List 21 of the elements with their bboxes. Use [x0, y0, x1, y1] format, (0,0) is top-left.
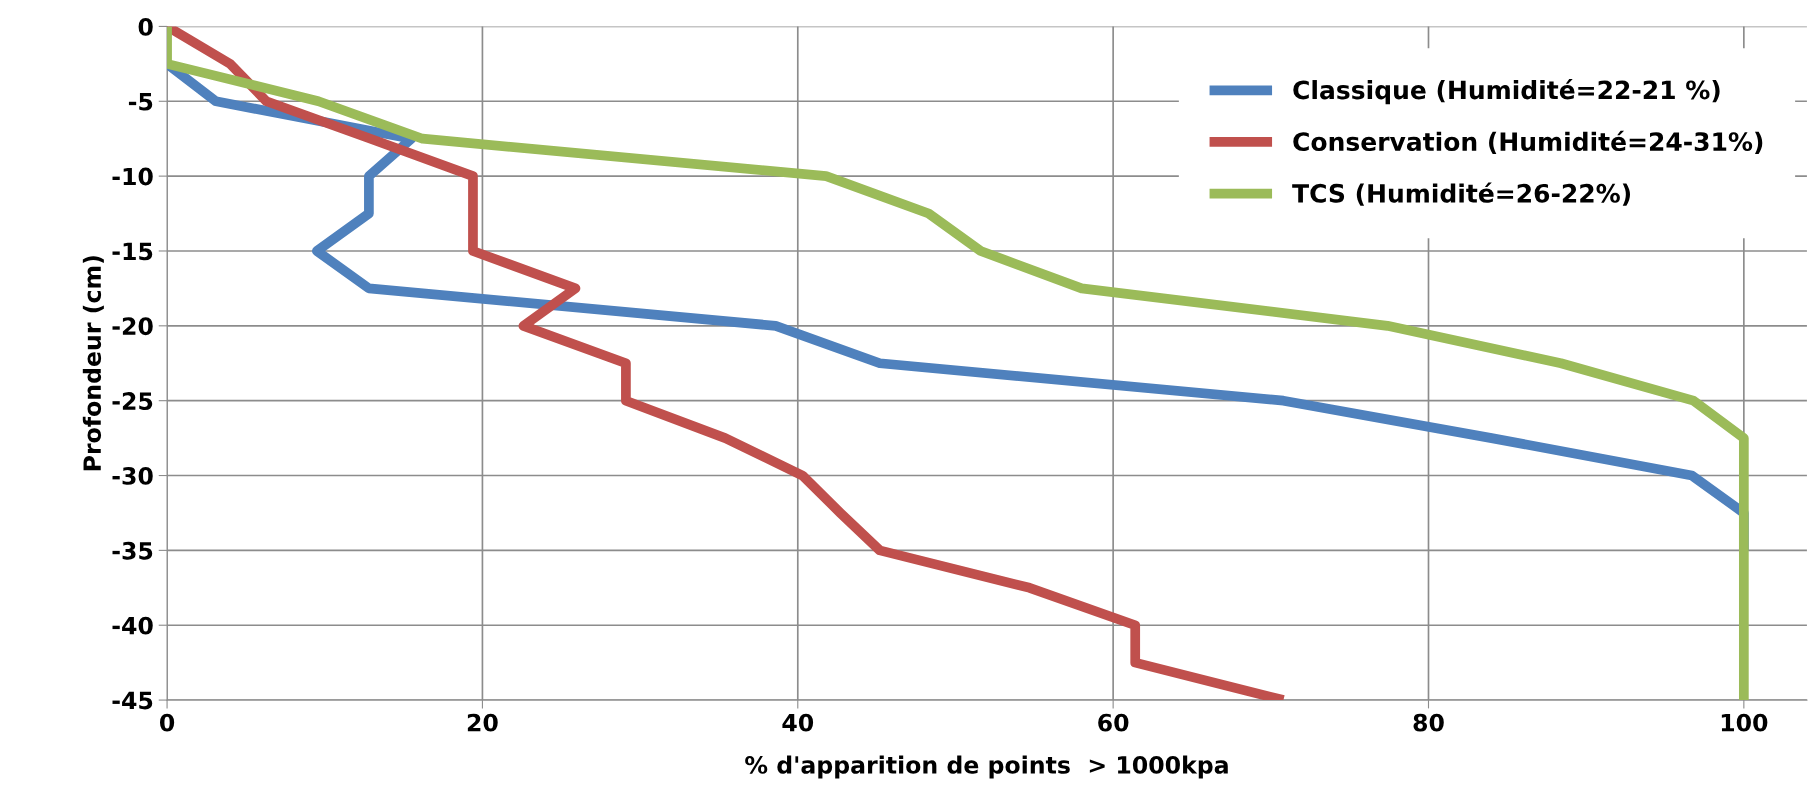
y-tick-label: -10	[112, 167, 153, 186]
x-tick-label: 60	[1098, 713, 1129, 732]
x-tick-label: 80	[1413, 713, 1444, 732]
y-tick-label: -40	[112, 616, 153, 635]
x-tick-label: 100	[1721, 713, 1768, 732]
legend-label: Classique (Humidité=22-21 %)	[1293, 79, 1720, 105]
x-tick-label: 0	[159, 713, 175, 732]
y-tick-label: -20	[112, 317, 153, 336]
y-tick-label: -25	[112, 392, 153, 410]
x-axis-title: % d'apparition de points > 1000kpa	[745, 755, 1228, 779]
y-tick-label: -5	[128, 93, 153, 111]
legend-label: TCS (Humidité=26-22%)	[1292, 182, 1630, 206]
y-tick-label: -15	[112, 242, 153, 261]
legend-label: Conservation (Humidité=24-31%)	[1293, 130, 1763, 155]
y-tick-label: 0	[138, 17, 153, 36]
y-axis-title: Profondeur (cm)	[82, 256, 104, 471]
x-tick-label: 20	[467, 713, 498, 732]
x-tick-label: 40	[782, 713, 814, 732]
y-tick-label: -35	[112, 541, 153, 560]
y-tick-label: -30	[112, 466, 153, 485]
y-tick-label: -45	[112, 691, 153, 710]
